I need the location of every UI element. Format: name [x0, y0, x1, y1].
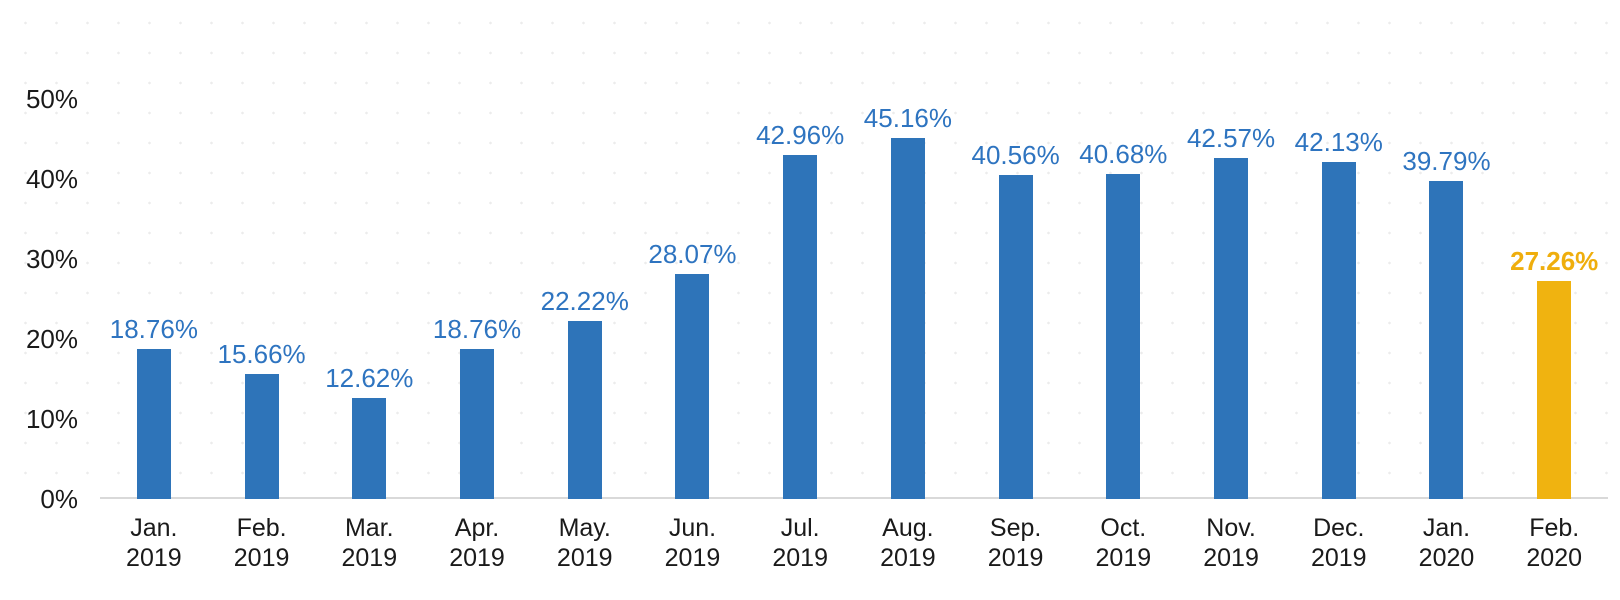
x-tick-label: Jul. 2019: [746, 513, 854, 573]
x-tick-year: 2019: [880, 544, 936, 572]
bar: [1429, 180, 1464, 499]
bar: [890, 137, 925, 499]
y-tick-label: 40%: [25, 164, 78, 194]
x-tick-month: Jun.: [668, 514, 717, 542]
bar-column: 27.26%: [1500, 99, 1608, 499]
x-tick-year: 2019: [1310, 544, 1367, 572]
x-tick-label: Aug. 2019: [854, 513, 962, 573]
x-tick-label: Mar. 2019: [315, 513, 423, 573]
plot-area: 18.76% 15.66% 12.62% 18.76% 22.22% 28.07% 42.9…: [100, 99, 1608, 499]
y-tick-label: 0%: [40, 484, 78, 514]
x-tick-label: May. 2019: [531, 513, 639, 573]
bar-column: 22.22%: [531, 99, 639, 499]
x-tick-month: Jan.: [130, 514, 178, 542]
bar-column: 40.56%: [962, 99, 1070, 499]
bar-value-label: 27.26%: [1510, 245, 1599, 276]
x-tick-year: 2019: [556, 544, 613, 572]
x-tick-month: May.: [558, 514, 611, 542]
bar-value-label: 40.68%: [1079, 138, 1168, 169]
bar-column: 40.68%: [1069, 99, 1177, 499]
x-tick-year: 2019: [1203, 544, 1259, 572]
y-tick-label: 20%: [25, 324, 78, 354]
x-tick-year: 2019: [1095, 544, 1152, 572]
bar-value-label: 40.56%: [971, 139, 1060, 170]
bar-value-label: 45.16%: [863, 102, 952, 133]
x-tick-year: 2019: [449, 544, 505, 572]
x-tick-month: Sep.: [989, 514, 1042, 542]
x-tick-year: 2020: [1418, 544, 1475, 572]
x-tick-year: 2020: [1526, 544, 1583, 572]
x-tick-year: 2019: [233, 544, 290, 572]
bar-value-label: 18.76%: [432, 313, 522, 344]
y-tick-label: 10%: [25, 404, 78, 434]
bar-value-label: 42.13%: [1294, 126, 1383, 157]
x-tick-year: 2019: [664, 544, 721, 572]
bar: [1214, 158, 1249, 499]
bar-value-label: 22.22%: [540, 286, 629, 317]
x-tick-year: 2019: [341, 544, 398, 572]
x-tick-month: Mar.: [344, 514, 394, 542]
x-tick-year: 2019: [987, 544, 1044, 572]
bar: [783, 155, 818, 499]
bar-column: 45.16%: [854, 99, 962, 499]
x-tick-month: Feb.: [1529, 514, 1580, 542]
x-tick-month: Apr.: [454, 514, 500, 542]
x-tick-label: Feb. 2019: [208, 513, 316, 573]
bar-value-label: 42.57%: [1186, 123, 1276, 154]
x-tick-month: Jul.: [780, 514, 820, 542]
x-tick-month: Jan.: [1422, 514, 1471, 542]
x-tick-month: Oct.: [1100, 514, 1147, 542]
bar-column: 39.79%: [1393, 99, 1501, 499]
bar-column: 42.57%: [1177, 99, 1285, 499]
bar-column: 42.96%: [746, 99, 854, 499]
bar: [1106, 173, 1141, 499]
bar: [1537, 280, 1572, 499]
x-tick-month: Nov.: [1206, 514, 1256, 542]
x-tick-month: Aug.: [882, 514, 934, 542]
x-tick-label: Sep. 2019: [962, 513, 1070, 573]
bar-column: 28.07%: [639, 99, 747, 499]
bar-value-label: 39.79%: [1402, 145, 1491, 176]
bar-value-label: 18.76%: [109, 313, 198, 344]
bar: [136, 348, 171, 499]
y-tick-label: 50%: [25, 84, 78, 114]
y-tick-label: 30%: [25, 244, 78, 274]
x-tick-label: Nov. 2019: [1177, 513, 1285, 573]
bar: [1321, 161, 1356, 499]
bar: [352, 398, 387, 499]
bar: [460, 348, 495, 499]
x-tick-label: Jan. 2020: [1393, 513, 1501, 573]
bar: [567, 321, 602, 499]
x-tick-label: Jan. 2019: [100, 513, 208, 573]
x-tick-year: 2019: [126, 544, 182, 572]
bar: [675, 274, 710, 499]
bar-column: 42.13%: [1285, 99, 1393, 499]
bar: [998, 174, 1033, 499]
bar-value-label: 28.07%: [648, 239, 737, 270]
x-tick-label: Oct. 2019: [1069, 513, 1177, 573]
x-axis-line: [100, 497, 1608, 499]
bar-value-label: 42.96%: [756, 120, 845, 151]
bar-column: 18.76%: [100, 99, 208, 499]
x-tick-month: Feb.: [236, 514, 287, 542]
x-tick-label: Feb. 2020: [1500, 513, 1608, 573]
bar: [244, 373, 279, 499]
x-tick-label: Jun. 2019: [639, 513, 747, 573]
x-axis: Jan. 2019 Feb. 2019 Mar. 2019 Apr. 2019 May. 2019…: [100, 513, 1608, 573]
y-axis: 0% 10% 20% 30% 40% 50%: [0, 0, 78, 600]
bar-column: 12.62%: [315, 99, 423, 499]
x-tick-year: 2019: [772, 544, 828, 572]
bar-column: 15.66%: [208, 99, 316, 499]
x-tick-label: Apr. 2019: [423, 513, 531, 573]
x-tick-label: Dec. 2019: [1285, 513, 1393, 573]
bar-value-label: 12.62%: [325, 363, 414, 394]
bar-column: 18.76%: [423, 99, 531, 499]
bar-value-label: 15.66%: [217, 338, 306, 369]
x-tick-month: Dec.: [1313, 514, 1365, 542]
